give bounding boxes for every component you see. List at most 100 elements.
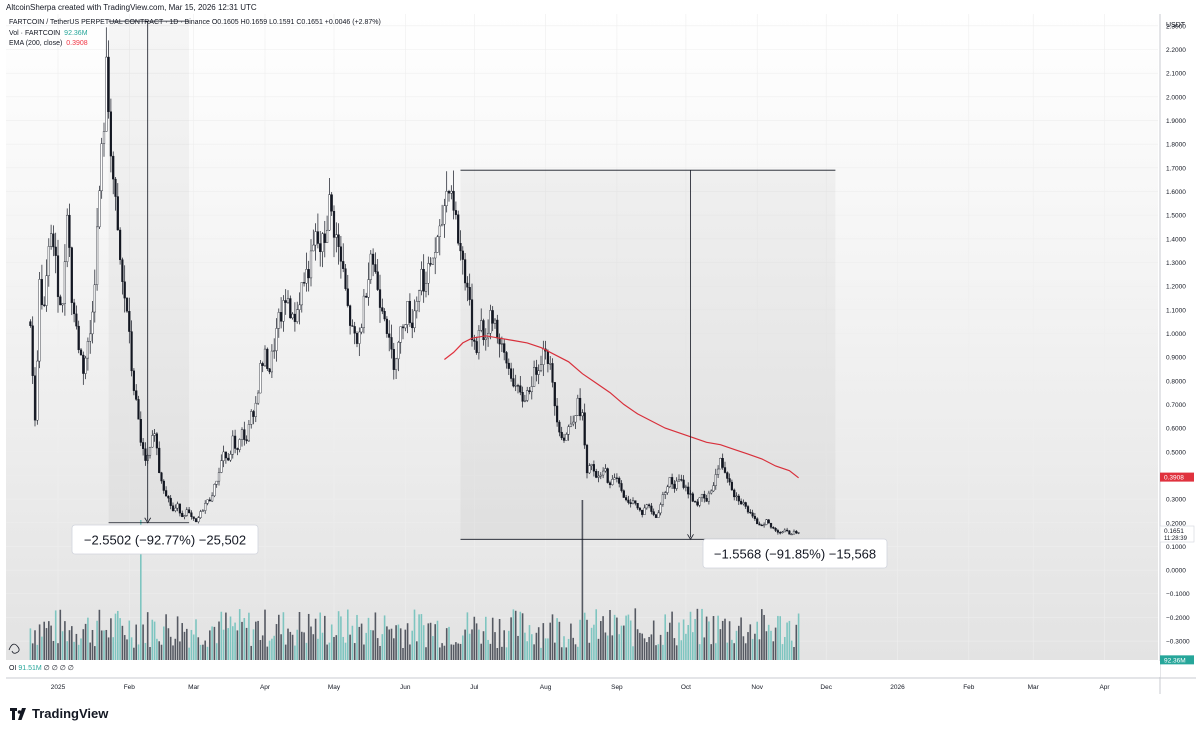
x-tick-label: Jul bbox=[470, 684, 479, 691]
candle-body bbox=[86, 341, 89, 359]
volume-bar bbox=[427, 623, 430, 660]
volume-bar bbox=[756, 621, 758, 660]
candle-body bbox=[434, 252, 437, 259]
volume-bar bbox=[278, 614, 280, 660]
y-tick-label: −0.3000 bbox=[1166, 639, 1190, 646]
volume-bar bbox=[128, 620, 131, 660]
volume-bar bbox=[738, 625, 740, 660]
volume-bar bbox=[581, 500, 584, 660]
volume-bar bbox=[179, 641, 181, 660]
candle-body bbox=[675, 480, 678, 489]
volume-bar bbox=[227, 628, 229, 660]
candle-body bbox=[666, 486, 669, 493]
candle-body bbox=[491, 310, 494, 324]
candle-body bbox=[176, 503, 179, 509]
candle-body bbox=[528, 390, 531, 393]
candle-body bbox=[153, 433, 156, 436]
volume-bar bbox=[71, 626, 73, 660]
measure-range-2[interactable] bbox=[461, 170, 836, 539]
measure-range-1[interactable] bbox=[109, 21, 190, 523]
volume-bar bbox=[634, 608, 637, 660]
candle-body bbox=[719, 458, 722, 470]
volume-bar bbox=[326, 644, 328, 660]
volume-bar bbox=[112, 637, 114, 660]
volume-bar bbox=[305, 642, 308, 660]
candle-body bbox=[413, 310, 416, 329]
volume-bar bbox=[301, 631, 303, 660]
volume-bar bbox=[397, 624, 400, 660]
volume-bar bbox=[103, 630, 105, 660]
candle-body bbox=[652, 511, 655, 515]
volume-bar bbox=[266, 646, 269, 660]
y-tick-label: 0.2000 bbox=[1166, 520, 1186, 527]
volume-bar bbox=[687, 624, 689, 660]
candle-body bbox=[418, 290, 421, 302]
x-tick-label: Apr bbox=[1099, 684, 1110, 691]
candle-body bbox=[206, 499, 209, 504]
ema-line[interactable] bbox=[444, 335, 799, 479]
volume-bar bbox=[705, 616, 708, 660]
volume-bar bbox=[710, 644, 712, 660]
volume-bar bbox=[457, 643, 459, 660]
oi-pane bbox=[6, 661, 1160, 677]
volume-bar bbox=[324, 615, 326, 660]
volume-legend[interactable]: Vol · FARTCOIN 92.36M bbox=[9, 30, 88, 37]
candle-body bbox=[431, 257, 434, 265]
volume-bar bbox=[436, 620, 439, 660]
volume-bar bbox=[289, 631, 292, 660]
ema-label: EMA (200, close) bbox=[9, 40, 63, 47]
candle-body bbox=[728, 478, 731, 483]
candle-body bbox=[638, 507, 641, 511]
volume-bar bbox=[774, 627, 777, 660]
candle-body bbox=[220, 460, 223, 473]
tradingview-logo[interactable]: TradingView bbox=[10, 706, 108, 721]
candle-body bbox=[217, 472, 221, 482]
y-tick-label: 1.5000 bbox=[1166, 213, 1186, 220]
candle-body bbox=[608, 482, 612, 486]
volume-bar bbox=[349, 634, 351, 660]
volume-bar bbox=[50, 625, 52, 660]
volume-bar bbox=[105, 629, 108, 660]
volume-bar bbox=[680, 640, 683, 660]
volume-bar bbox=[489, 643, 492, 660]
volume-bar bbox=[87, 617, 89, 660]
candle-body bbox=[744, 502, 747, 507]
volume-bar bbox=[351, 625, 354, 660]
volume-bar bbox=[629, 620, 632, 660]
candle-body bbox=[259, 363, 262, 394]
volume-bar bbox=[393, 638, 395, 660]
volume-bar bbox=[478, 629, 480, 660]
ema-legend[interactable]: EMA (200, close) 0.3908 bbox=[9, 40, 88, 47]
volume-bar bbox=[236, 630, 239, 660]
candle-body bbox=[613, 477, 616, 480]
volume-bar bbox=[206, 646, 209, 660]
volume-bar bbox=[797, 613, 800, 660]
y-tick-label: 0.8000 bbox=[1166, 378, 1186, 385]
y-tick-label: 1.7000 bbox=[1166, 165, 1186, 172]
candle-body bbox=[84, 357, 87, 374]
candle-body bbox=[289, 298, 292, 319]
volume-bar bbox=[333, 636, 335, 660]
volume-bar bbox=[64, 621, 66, 660]
volume-bar bbox=[565, 647, 568, 660]
volume-bar bbox=[57, 643, 59, 660]
candle-body bbox=[339, 246, 342, 262]
candle-body bbox=[712, 485, 715, 492]
candle-body bbox=[763, 524, 766, 526]
volume-bar bbox=[34, 630, 36, 660]
volume-bar bbox=[48, 621, 50, 660]
candle-body bbox=[756, 518, 759, 525]
y-tick-label: 1.6000 bbox=[1166, 189, 1186, 196]
volume-bar bbox=[648, 636, 650, 660]
pane-settings-icon[interactable] bbox=[8, 643, 20, 654]
volume-bar bbox=[372, 630, 374, 660]
volume-bar bbox=[609, 610, 611, 660]
volume-bar bbox=[425, 647, 427, 660]
candle-body bbox=[767, 519, 770, 524]
volume-bar bbox=[319, 612, 321, 660]
candle-body bbox=[597, 475, 600, 478]
volume-bar bbox=[36, 644, 39, 660]
volume-bar bbox=[712, 616, 715, 660]
candle-body bbox=[351, 325, 354, 327]
